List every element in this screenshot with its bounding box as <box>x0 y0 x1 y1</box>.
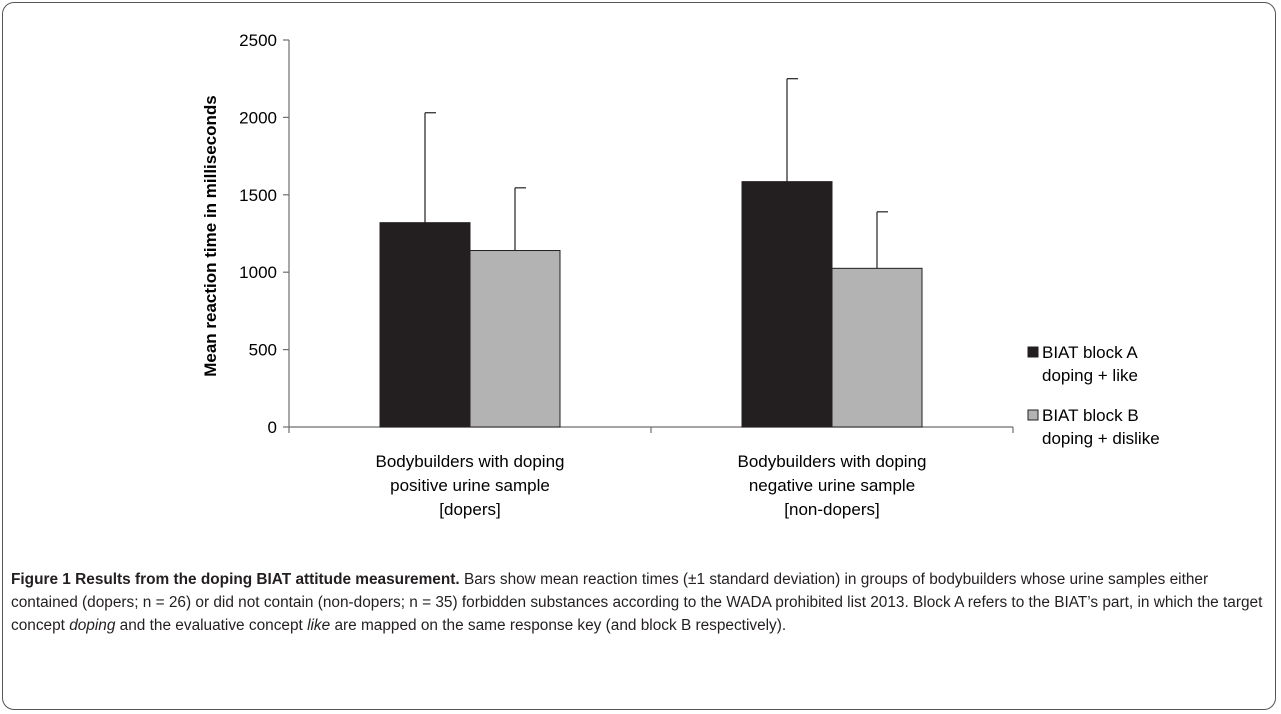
bar <box>831 267 923 428</box>
bar <box>741 181 833 428</box>
y-tick-label: 2000 <box>239 108 277 127</box>
y-tick-label: 2500 <box>239 31 277 50</box>
x-category-label: [dopers] <box>439 500 500 519</box>
y-tick-label: 1000 <box>239 263 277 282</box>
caption-text-3: are mapped on the same response key (and… <box>330 617 787 634</box>
x-category-label: [non-dopers] <box>784 500 879 519</box>
legend-label: BIAT block A <box>1042 343 1138 362</box>
caption-text-1: Bars show mean reaction times (±1 standa… <box>11 571 1263 634</box>
y-tick-label: 500 <box>249 341 277 360</box>
x-category-label: positive urine sample <box>390 476 550 495</box>
caption-emphasis-doping: doping <box>69 617 116 634</box>
caption-emphasis-like: like <box>307 617 331 634</box>
caption-title: Results from the doping BIAT attitude me… <box>70 571 460 588</box>
figure-caption: Figure 1 Results from the doping BIAT at… <box>11 568 1269 637</box>
x-tick-labels: Bodybuilders with doping positive urine s… <box>375 452 926 519</box>
chart-bars <box>379 181 923 428</box>
y-tick-labels: 0 500 1000 1500 2000 2500 <box>239 31 277 437</box>
x-category-label: negative urine sample <box>749 476 915 495</box>
legend-label: doping + like <box>1042 366 1138 385</box>
bar <box>469 250 561 428</box>
y-tick-label: 1500 <box>239 186 277 205</box>
error-bars <box>424 78 888 269</box>
caption-label: Figure 1 <box>11 571 71 588</box>
x-category-label: Bodybuilders with doping <box>375 452 564 471</box>
y-tick-label: 0 <box>268 418 277 437</box>
legend-label: doping + dislike <box>1042 429 1160 448</box>
caption-text-2: and the evaluative concept <box>115 617 308 634</box>
x-category-label: Bodybuilders with doping <box>737 452 926 471</box>
legend-swatch <box>1027 346 1039 358</box>
y-axis-label: Mean reaction time in milliseconds <box>201 95 220 377</box>
bar <box>379 222 471 428</box>
legend-swatch <box>1027 409 1039 421</box>
bar-chart: 0 500 1000 1500 2000 2500 Bodybuilders with d… <box>201 31 1160 519</box>
legend-label: BIAT block B <box>1042 406 1139 425</box>
chart-legend: BIAT block A doping + like BIAT block B dop… <box>1027 343 1160 448</box>
